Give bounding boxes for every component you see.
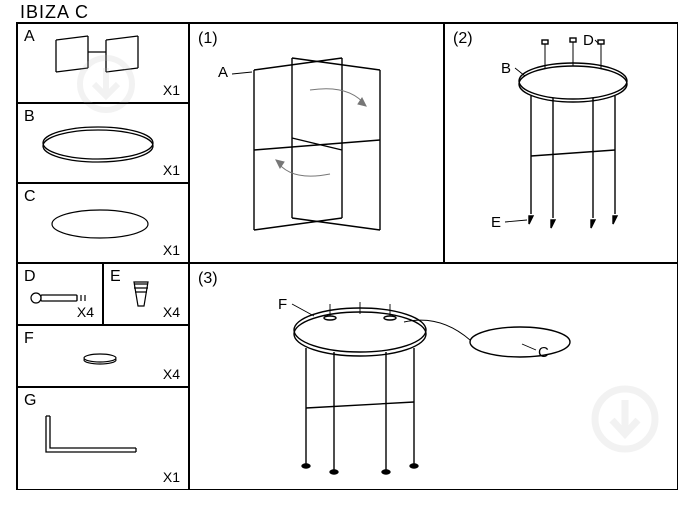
part-label-c: C	[24, 188, 36, 206]
watermark-arrow-2	[590, 384, 660, 454]
part-cell-e: E X4	[103, 263, 189, 325]
part-label-e: E	[110, 268, 121, 286]
part-qty-e: X4	[163, 304, 180, 320]
part-cell-b: B X1	[17, 103, 189, 183]
step-cell-1: (1) A	[189, 23, 444, 263]
step-2-drawing	[445, 24, 679, 264]
step-cell-3: (3) F C	[189, 263, 678, 490]
step-1-drawing	[190, 24, 445, 264]
step-cell-2: (2) D B E	[444, 23, 678, 263]
step-2-callout-e: E	[491, 214, 501, 231]
part-label-b: B	[24, 108, 35, 126]
part-qty-g: X1	[163, 469, 180, 485]
step-1-callout-a: A	[218, 64, 228, 81]
step-2-callout-b: B	[501, 60, 511, 77]
part-label-f: F	[24, 330, 34, 348]
step-2-label: (2)	[453, 30, 473, 48]
part-qty-b: X1	[163, 162, 180, 178]
step-2-callout-d: D	[583, 32, 594, 49]
step-3-callout-c: C	[538, 344, 549, 361]
step-3-callout-f: F	[278, 296, 287, 313]
part-cell-a: A X1	[17, 23, 189, 103]
part-qty-c: X1	[163, 242, 180, 258]
part-label-g: G	[24, 392, 36, 410]
step-1-label: (1)	[198, 30, 218, 48]
part-label-a: A	[24, 28, 35, 46]
part-label-d: D	[24, 268, 36, 286]
diagram-sheet: A X1 B X1 C X1	[16, 22, 678, 490]
step-3-label: (3)	[198, 270, 218, 288]
part-qty-d: X4	[77, 304, 94, 320]
product-title: IBIZA C	[20, 2, 89, 23]
part-cell-d: D X4	[17, 263, 103, 325]
part-qty-f: X4	[163, 366, 180, 382]
part-cell-c: C X1	[17, 183, 189, 263]
step-3-drawing	[190, 264, 679, 491]
part-cell-f: F X4	[17, 325, 189, 387]
part-cell-g: G X1	[17, 387, 189, 490]
part-qty-a: X1	[163, 82, 180, 98]
